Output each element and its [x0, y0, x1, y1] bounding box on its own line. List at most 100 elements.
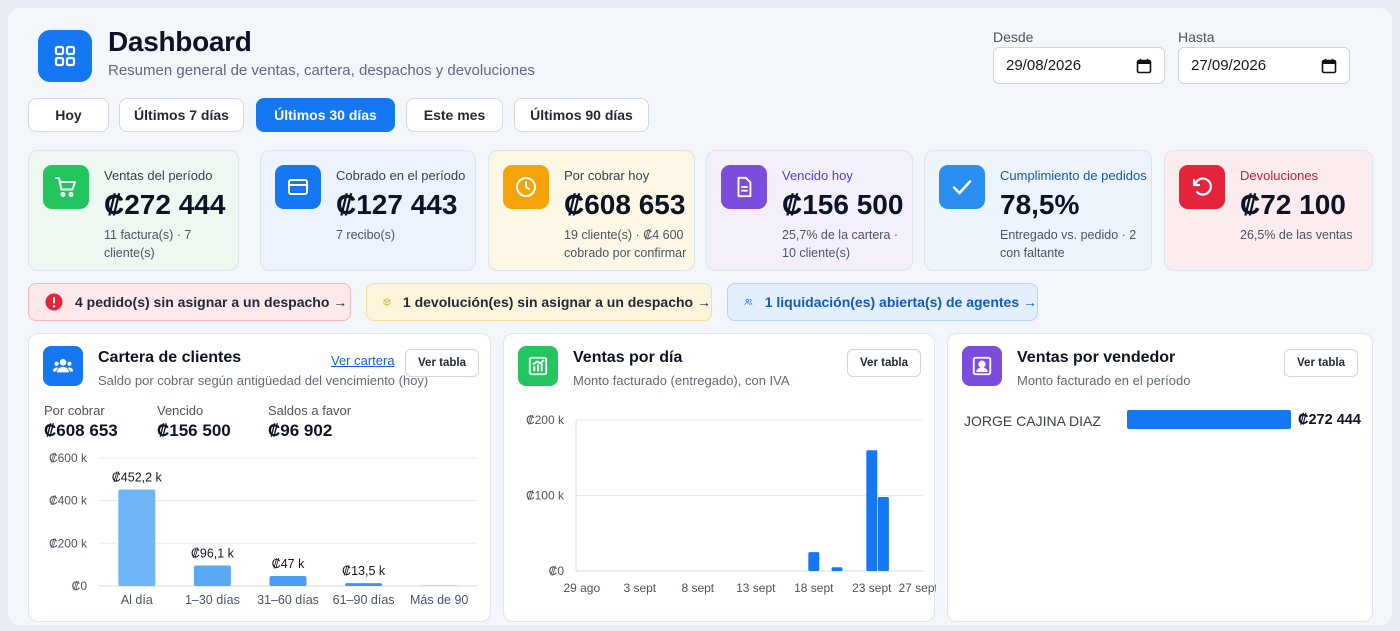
- range-30-dias[interactable]: Últimos 30 días: [256, 98, 395, 132]
- alert-devoluciones-sin-despacho[interactable]: 1 devolución(es) sin asignar a un despac…: [366, 283, 712, 321]
- alert-icon: [45, 293, 63, 311]
- panel-cartera: Cartera de clientes Saldo por cobrar seg…: [28, 333, 491, 622]
- check-icon: [939, 165, 985, 209]
- bar: [866, 450, 878, 571]
- bar: [269, 575, 307, 586]
- x-tick-label: Al día: [121, 593, 153, 607]
- kpi-detail: 19 cliente(s) · ₡4 600 cobrado por confi…: [564, 228, 687, 260]
- bar: [808, 552, 820, 571]
- y-tick-label: ₡0: [72, 579, 88, 593]
- kpi-detail: 26,5% de las ventas: [1240, 228, 1353, 242]
- kpi-detail: 7 recibo(s): [336, 228, 396, 242]
- to-date-input[interactable]: 27/09/2026: [1178, 47, 1350, 84]
- panel-ventas-dia: Ventas por día Monto facturado (entregad…: [503, 333, 936, 622]
- vendor-bar: [1127, 410, 1291, 429]
- kpi-label: Ventas del período: [104, 168, 213, 183]
- alert-liquidaciones-abiertas[interactable]: 1 liquidación(es) abierta(s) de agentes …: [727, 283, 1038, 321]
- x-tick-label: 61–90 días: [333, 593, 395, 607]
- bar: [345, 583, 383, 586]
- users-icon: [43, 346, 83, 386]
- metric-value: ₡156 500: [157, 421, 231, 440]
- kpi-detail: Entregado vs. pedido · 2 con faltante: [1000, 228, 1137, 260]
- vendor-name: JORGE CAJINA DIAZ: [964, 413, 1101, 429]
- data-label: ₡96,1 k: [191, 546, 235, 560]
- kpi-label: Vencido hoy: [782, 168, 853, 183]
- x-tick-label: 23 sept: [852, 581, 892, 595]
- bar: [831, 567, 843, 571]
- bar: [877, 497, 889, 571]
- kpi-label: Cobrado en el período: [336, 168, 466, 183]
- kpi-ventas-periodo[interactable]: Ventas del período ₡272 444 11 factura(s…: [28, 150, 239, 271]
- from-date-input[interactable]: 29/08/2026: [993, 47, 1165, 84]
- x-tick-label: 8 sept: [681, 581, 714, 595]
- from-label: Desde: [993, 29, 1034, 45]
- kpi-label: Cumplimiento de pedidos: [1000, 168, 1147, 183]
- daily-sales-chart: ₡0 ₡100 k ₡200 k 29 ago 3 sept 8 sept 13 sept 1…: [526, 413, 936, 595]
- calendar-icon[interactable]: [1321, 58, 1337, 74]
- x-tick-label: 3 sept: [623, 581, 656, 595]
- ver-tabla-button[interactable]: Ver tabla: [405, 349, 479, 377]
- kpi-value: ₡156 500: [782, 189, 904, 220]
- grid-icon: [38, 30, 92, 82]
- kpi-detail: 11 factura(s) · 7 cliente(s): [104, 228, 192, 260]
- alert-pedidos-sin-despacho[interactable]: 4 pedido(s) sin asignar a un despacho →: [28, 283, 351, 321]
- users-icon: [744, 298, 753, 306]
- data-label: ₡47 k: [272, 557, 305, 571]
- range-hoy[interactable]: Hoy: [28, 98, 109, 132]
- x-tick-label: Más de 90: [410, 593, 468, 607]
- kpi-por-cobrar-hoy[interactable]: Por cobrar hoy ₡608 653 19 cliente(s) · …: [488, 150, 695, 271]
- y-tick-label: ₡400 k: [49, 494, 88, 508]
- y-tick-label: ₡200 k: [526, 413, 565, 427]
- document-icon: [721, 165, 767, 209]
- range-90-dias[interactable]: Últimos 90 días: [514, 98, 649, 132]
- ver-tabla-button[interactable]: Ver tabla: [1284, 349, 1358, 377]
- panel-title: Ventas por vendedor: [1017, 349, 1176, 366]
- x-tick-label: 31–60 días: [257, 593, 319, 607]
- y-tick-label: ₡200 k: [49, 536, 88, 550]
- kpi-value: ₡272 444: [104, 189, 226, 220]
- alert-text: 1 liquidación(es) abierta(s) de agentes …: [764, 294, 1037, 310]
- x-tick-label: 13 sept: [736, 581, 776, 595]
- kpi-value: ₡72 100: [1240, 189, 1346, 220]
- to-label: Hasta: [1178, 29, 1215, 45]
- vendor-value: ₡272 444: [1298, 412, 1361, 428]
- kpi-value: ₡608 653: [564, 189, 686, 220]
- panel-subtitle: Saldo por cobrar según antigüedad del ve…: [98, 373, 429, 388]
- data-label: ₡13,5 k: [342, 564, 386, 578]
- calendar-icon[interactable]: [1136, 58, 1152, 74]
- panel-subtitle: Monto facturado (entregado), con IVA: [573, 373, 790, 388]
- y-tick-label: ₡600 k: [49, 451, 88, 465]
- kpi-vencido-hoy[interactable]: Vencido hoy ₡156 500 25,7% de la cartera…: [706, 150, 913, 271]
- kpi-label: Devoluciones: [1240, 168, 1319, 183]
- y-tick-label: ₡100 k: [526, 489, 565, 503]
- alert-text: 4 pedido(s) sin asignar a un despacho →: [75, 294, 348, 310]
- data-label: ₡452,2 k: [112, 471, 163, 485]
- metric-value: ₡608 653: [44, 421, 118, 440]
- panel-ventas-vendedor: Ventas por vendedor Monto facturado en e…: [947, 333, 1373, 622]
- kpi-value: 78,5%: [1000, 189, 1080, 220]
- kpi-cobrado-periodo[interactable]: Cobrado en el período ₡127 443 7 recibo(…: [260, 150, 476, 271]
- kpi-devoluciones[interactable]: Devoluciones ₡72 100 26,5% de las ventas: [1164, 150, 1373, 271]
- page-subtitle: Resumen general de ventas, cartera, desp…: [108, 62, 535, 79]
- wallet-icon: [275, 165, 321, 209]
- panel-title: Ventas por día: [573, 349, 683, 366]
- cart-icon: [43, 165, 89, 209]
- ver-cartera-link[interactable]: Ver cartera: [331, 353, 395, 368]
- ver-tabla-button[interactable]: Ver tabla: [847, 349, 921, 377]
- y-tick-label: ₡0: [549, 564, 565, 578]
- kpi-detail: 25,7% de la cartera · 10 cliente(s): [782, 228, 899, 260]
- range-7-dias[interactable]: Últimos 7 días: [119, 98, 244, 132]
- x-tick-label: 29 ago: [563, 581, 600, 595]
- metric-label: Por cobrar: [44, 403, 105, 418]
- bar: [193, 565, 231, 586]
- panel-subtitle: Monto facturado en el período: [1017, 373, 1191, 388]
- metric-value: ₡96 902: [268, 421, 333, 440]
- user-badge-icon: [962, 346, 1002, 386]
- to-date-value: 27/09/2026: [1191, 57, 1267, 74]
- range-este-mes[interactable]: Este mes: [406, 98, 503, 132]
- x-tick-label: 1–30 días: [185, 593, 240, 607]
- dashboard-frame: Dashboard Resumen general de ventas, car…: [8, 8, 1392, 625]
- x-tick-label: 27 sept: [899, 581, 936, 595]
- vendor-bar-track: [1127, 410, 1291, 429]
- kpi-cumplimiento-pedidos[interactable]: Cumplimiento de pedidos 78,5% Entregado …: [924, 150, 1152, 271]
